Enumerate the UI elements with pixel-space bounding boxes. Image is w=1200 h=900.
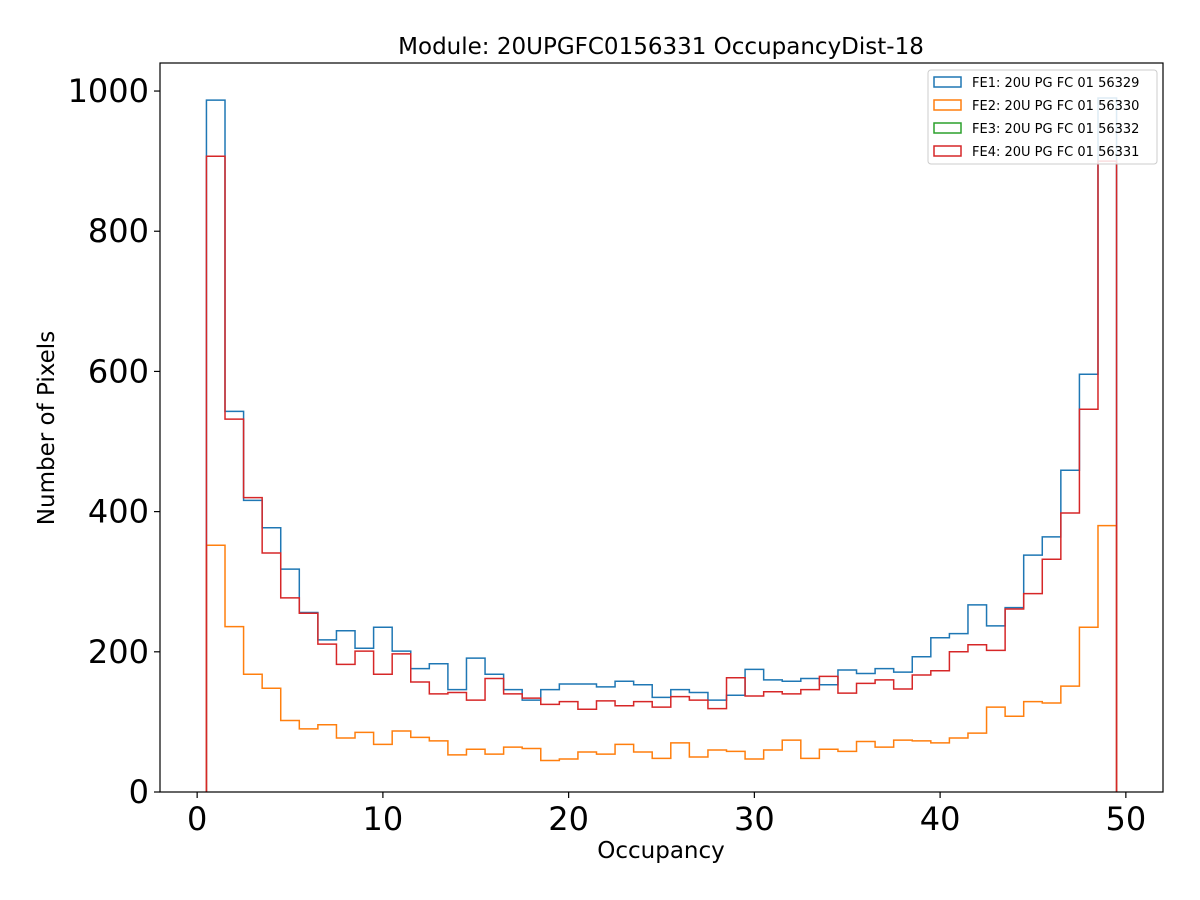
x-tick-label: 30	[734, 800, 775, 838]
y-tick-label: 600	[88, 352, 149, 390]
series-line-fe2	[205, 524, 1118, 792]
x-tick-label: 0	[187, 800, 207, 838]
y-tick-label: 1000	[68, 72, 149, 110]
x-tick-label: 50	[1105, 800, 1146, 838]
y-tick-label: 400	[88, 493, 149, 531]
ticks-layer: 0 10 20 30 40 50 0 200 400 600 800 1000	[68, 72, 1147, 838]
legend: FE1: 20U PG FC 01 56329 FE2: 20U PG FC 01…	[927, 69, 1158, 165]
chart-title: Module: 20UPGFC0156331 OccupancyDist-18	[398, 34, 924, 60]
series-layer	[205, 97, 1118, 792]
x-tick-label: 20	[548, 800, 589, 838]
x-tick-label: 40	[920, 800, 961, 838]
y-axis-label: Number of Pixels	[34, 331, 60, 525]
legend-swatch-fe1	[933, 76, 962, 88]
y-tick-label: 800	[88, 212, 149, 250]
legend-label-fe1: FE1: 20U PG FC 01 56329	[972, 76, 1139, 91]
legend-swatch-fe4	[933, 145, 962, 157]
x-tick-label: 10	[363, 800, 404, 838]
x-axis-label: Occupancy	[597, 838, 725, 864]
legend-swatch-fe3	[933, 122, 962, 134]
y-tick-label: 200	[88, 633, 149, 671]
plot-frame	[159, 62, 1164, 793]
legend-box	[927, 69, 1158, 165]
legend-swatch-fe2	[933, 99, 962, 111]
legend-label-fe2: FE2: 20U PG FC 01 56330	[972, 99, 1139, 114]
y-tick-label: 0	[129, 773, 149, 811]
series-line-fe4	[205, 155, 1118, 792]
legend-label-fe3: FE3: 20U PG FC 01 56332	[972, 122, 1139, 137]
legend-label-fe4: FE4: 20U PG FC 01 56331	[972, 145, 1139, 160]
